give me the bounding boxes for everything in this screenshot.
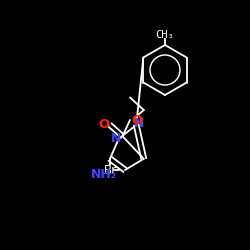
Text: O: O xyxy=(98,118,110,132)
Text: Br: Br xyxy=(104,164,117,176)
Text: CH₃: CH₃ xyxy=(156,30,174,40)
Text: O: O xyxy=(132,114,142,126)
Text: N: N xyxy=(134,117,144,130)
Text: NH₂: NH₂ xyxy=(91,168,117,181)
Text: N: N xyxy=(110,132,121,145)
